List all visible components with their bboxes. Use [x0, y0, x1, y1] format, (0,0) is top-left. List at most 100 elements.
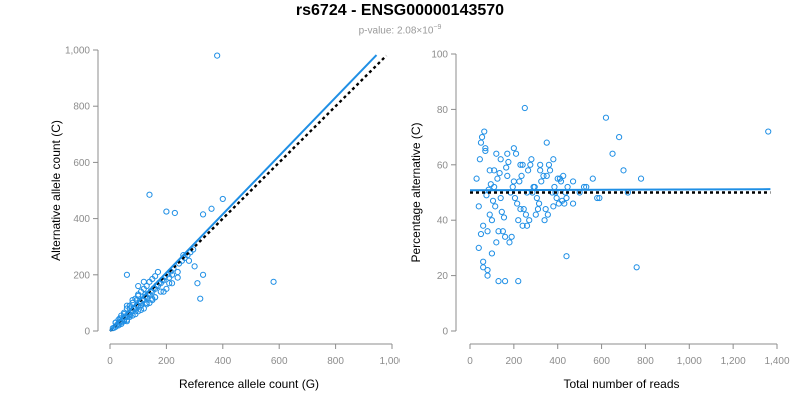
x-tick-label: 800 [327, 356, 344, 367]
x-tick-label: 1,400 [764, 356, 789, 367]
data-point [499, 228, 506, 235]
data-point [483, 192, 490, 199]
data-point [473, 175, 480, 182]
data-point [478, 134, 486, 141]
data-point [482, 147, 489, 155]
data-point [560, 172, 567, 179]
fit-line [469, 188, 771, 192]
data-point [504, 150, 511, 157]
data-point [514, 200, 521, 207]
reference-line [109, 54, 388, 332]
data-point [512, 150, 520, 157]
data-point [533, 194, 540, 202]
x-tick-label: 1,000 [677, 356, 702, 367]
data-point [509, 183, 516, 191]
data-point [123, 271, 131, 278]
x-axis-label: Total number of reads [563, 377, 679, 391]
data-point [538, 178, 545, 185]
y-tick-label: 40 [437, 216, 449, 227]
data-point [157, 288, 164, 295]
data-point [505, 158, 512, 166]
y-tick-label: 0 [442, 327, 448, 338]
y-tick-label: 100 [431, 50, 448, 61]
data-point [143, 301, 150, 308]
data-point [488, 217, 496, 224]
data-point [137, 302, 145, 309]
data-point [515, 217, 522, 224]
data-point [504, 172, 511, 179]
data-point [132, 308, 139, 315]
data-point [488, 250, 496, 257]
data-point [498, 208, 505, 215]
chart-title: rs6724 - ENSG00000143570 [295, 2, 505, 19]
x-tick-label: 400 [214, 356, 231, 367]
data-point [486, 211, 493, 218]
data-point [482, 145, 489, 152]
y-tick-label: 20 [437, 271, 449, 282]
data-point [501, 233, 509, 240]
x-tick-label: 0 [107, 356, 113, 367]
data-point [550, 203, 557, 210]
data-point [503, 164, 510, 171]
data-point [497, 194, 504, 202]
data-point [525, 167, 532, 174]
data-point [126, 313, 133, 321]
data-point [516, 178, 523, 185]
data-point [132, 311, 139, 318]
y-tick-label: 600 [73, 158, 90, 169]
p-value-exponent: −9 [433, 24, 442, 31]
data-point [510, 178, 517, 185]
data-point [554, 175, 561, 182]
data-point [555, 200, 562, 207]
data-point [496, 170, 503, 177]
data-point [517, 161, 524, 168]
data-point [596, 194, 603, 202]
data-point [543, 172, 550, 179]
data-point [477, 230, 485, 238]
data-point [535, 200, 543, 207]
data-point [501, 278, 509, 285]
data-point [561, 200, 568, 207]
data-point [168, 280, 176, 287]
data-point [569, 178, 577, 185]
data-point [191, 263, 198, 270]
data-point [197, 295, 204, 302]
x-axis-label: Reference allele count (G) [179, 377, 319, 391]
data-point [492, 203, 499, 210]
data-point [506, 239, 513, 246]
data-point [550, 156, 557, 163]
data-point [551, 183, 558, 191]
data-point [160, 288, 167, 295]
data-point [484, 272, 491, 279]
data-point [521, 104, 528, 112]
data-point [517, 206, 524, 213]
data-point [494, 175, 501, 182]
data-point [537, 167, 544, 174]
data-point [511, 194, 519, 202]
data-point [199, 271, 207, 278]
data-point [594, 194, 601, 202]
x-tick-label: 600 [593, 356, 610, 367]
data-point [135, 291, 142, 298]
data-point [495, 228, 502, 235]
data-point [616, 134, 623, 141]
data-point [589, 175, 596, 182]
data-point [491, 183, 498, 191]
data-point [553, 194, 560, 202]
data-point [194, 280, 201, 287]
fit-line [109, 54, 378, 332]
data-point [214, 52, 221, 59]
data-point [493, 239, 500, 246]
data-point [163, 208, 170, 215]
data-point [508, 233, 515, 240]
data-point [515, 278, 522, 285]
x-tick-label: 1,200 [721, 356, 746, 367]
data-point [527, 161, 534, 168]
data-point [537, 161, 544, 168]
data-point [541, 217, 548, 224]
data-point [637, 175, 645, 182]
data-point [520, 206, 527, 213]
data-point [497, 156, 504, 163]
data-point [123, 305, 131, 312]
y-tick-label: 1,000 [65, 46, 90, 57]
